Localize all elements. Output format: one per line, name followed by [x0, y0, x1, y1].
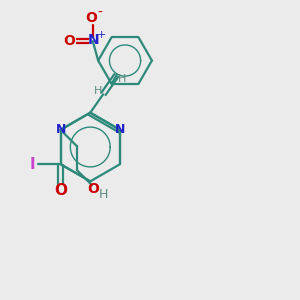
Text: -: -	[97, 6, 102, 20]
Text: +: +	[97, 30, 106, 40]
Text: I: I	[30, 157, 36, 172]
Text: H: H	[94, 85, 102, 96]
Text: N: N	[88, 33, 100, 47]
Text: N: N	[56, 123, 66, 136]
Text: H: H	[99, 188, 108, 201]
Text: O: O	[54, 183, 67, 198]
Text: O: O	[86, 11, 98, 25]
Text: O: O	[87, 182, 99, 196]
Text: O: O	[64, 34, 75, 48]
Text: H: H	[118, 74, 126, 83]
Text: N: N	[115, 123, 125, 136]
